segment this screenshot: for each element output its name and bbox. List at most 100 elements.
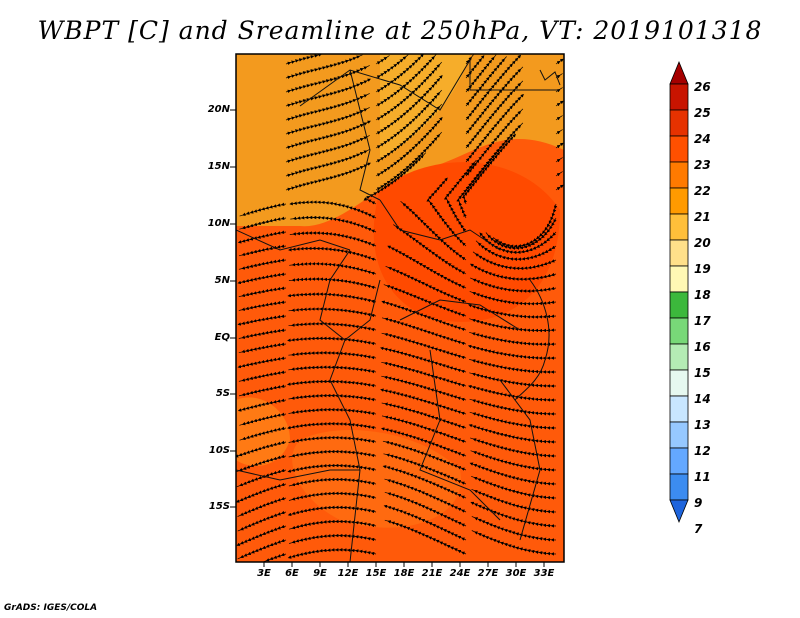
lon-label-27e: 27E: [477, 568, 499, 579]
cb-label-22: 22: [694, 184, 711, 198]
streamline: [288, 407, 377, 416]
colorbar-swatch: [669, 317, 689, 345]
streamline: [288, 491, 377, 501]
lon-label-3e: 3E: [257, 568, 271, 579]
lon-label-33e: 33E: [533, 568, 555, 579]
streamline: [469, 263, 557, 281]
streamline: [469, 359, 556, 374]
cb-label-16: 16: [694, 340, 711, 354]
streamline: [238, 370, 287, 382]
map-frame: [235, 53, 565, 563]
streamline: [237, 356, 287, 369]
streamline: [239, 412, 287, 426]
streamline: [470, 277, 557, 293]
streamline: [469, 318, 557, 333]
colorbar-swatch: [669, 83, 689, 111]
streamline: [288, 277, 377, 290]
streamline: [285, 162, 371, 192]
lat-label-10s: 10S: [208, 445, 230, 456]
cb-label-17: 17: [694, 314, 711, 328]
cb-label-14: 14: [694, 392, 711, 406]
cb-label-19: 19: [694, 262, 711, 276]
streamline: [288, 246, 377, 262]
streamline: [238, 244, 287, 257]
streamline: [467, 344, 557, 360]
streamline: [289, 533, 377, 544]
streamline: [237, 538, 287, 560]
streamline: [288, 393, 377, 402]
grads-credit: GrADS: IGES/COLA: [4, 603, 98, 613]
streamline: [287, 463, 377, 473]
streamline: [471, 530, 557, 556]
streamline: [239, 202, 287, 217]
streamline: [469, 331, 557, 346]
streamline: [287, 292, 377, 304]
lon-label-6e: 6E: [285, 568, 299, 579]
lat-label-10n: 10N: [207, 218, 230, 229]
cb-label-11: 11: [694, 470, 711, 484]
streamline: [288, 307, 377, 318]
colorbar-swatch: [669, 343, 689, 371]
streamline: [236, 454, 287, 473]
cb-label-13: 13: [694, 418, 711, 432]
colorbar-swatch: [669, 265, 689, 293]
streamline: [288, 477, 377, 487]
country-borders: [236, 59, 561, 562]
streamline: [468, 304, 557, 319]
streamline: [287, 421, 377, 430]
streamline: [469, 291, 557, 306]
temperature-field: [236, 54, 564, 562]
colorbar-swatch: [669, 187, 689, 215]
cb-label-24: 24: [694, 132, 711, 146]
lat-label-15n: 15N: [207, 161, 230, 172]
cb-label-9: 9: [694, 496, 703, 510]
colorbar-swatch: [669, 395, 689, 423]
streamline: [238, 342, 287, 354]
streamline: [555, 115, 563, 121]
streamline: [555, 157, 563, 163]
colorbar: [669, 60, 689, 524]
streamline: [238, 384, 287, 397]
streamline: [238, 286, 287, 298]
streamline: [239, 426, 287, 441]
streamline: [363, 152, 426, 205]
colorbar-swatch: [669, 421, 689, 449]
streamline: [287, 548, 377, 559]
colorbar-swatch: [669, 161, 689, 189]
colorbar-swatch: [669, 473, 689, 501]
streamline: [237, 314, 287, 326]
colorbar-swatch: [669, 213, 689, 241]
lon-label-21e: 21E: [421, 568, 443, 579]
streamline: [238, 300, 287, 311]
cb-label-18: 18: [694, 288, 711, 302]
streamline: [555, 184, 564, 191]
streamline: [290, 215, 377, 233]
colorbar-top-arrow: [669, 60, 689, 85]
lon-label-9e: 9E: [313, 568, 327, 579]
lon-label-15e: 15E: [365, 568, 387, 579]
streamline: [289, 262, 377, 276]
streamline: [288, 435, 377, 444]
streamline: [555, 100, 564, 107]
streamline: [237, 230, 287, 244]
streamline: [289, 200, 377, 219]
lat-label-5s: 5S: [215, 388, 230, 399]
streamline: [287, 336, 377, 346]
streamline: [555, 171, 563, 177]
lon-label-24e: 24E: [449, 568, 471, 579]
streamline: [288, 449, 377, 458]
streamline: [287, 379, 377, 388]
cb-label-23: 23: [694, 158, 711, 172]
lon-label-30e: 30E: [505, 568, 527, 579]
lat-label-eq: EQ: [214, 332, 230, 343]
cb-label-25: 25: [694, 106, 711, 120]
colorbar-bottom-arrow: [669, 499, 689, 524]
streamline: [263, 552, 287, 562]
lat-label-5n: 5N: [214, 275, 230, 286]
lat-ticks: [230, 109, 236, 508]
streamline: [555, 142, 564, 149]
colorbar-swatch: [669, 109, 689, 137]
streamline: [237, 398, 287, 412]
streamline: [289, 231, 377, 247]
